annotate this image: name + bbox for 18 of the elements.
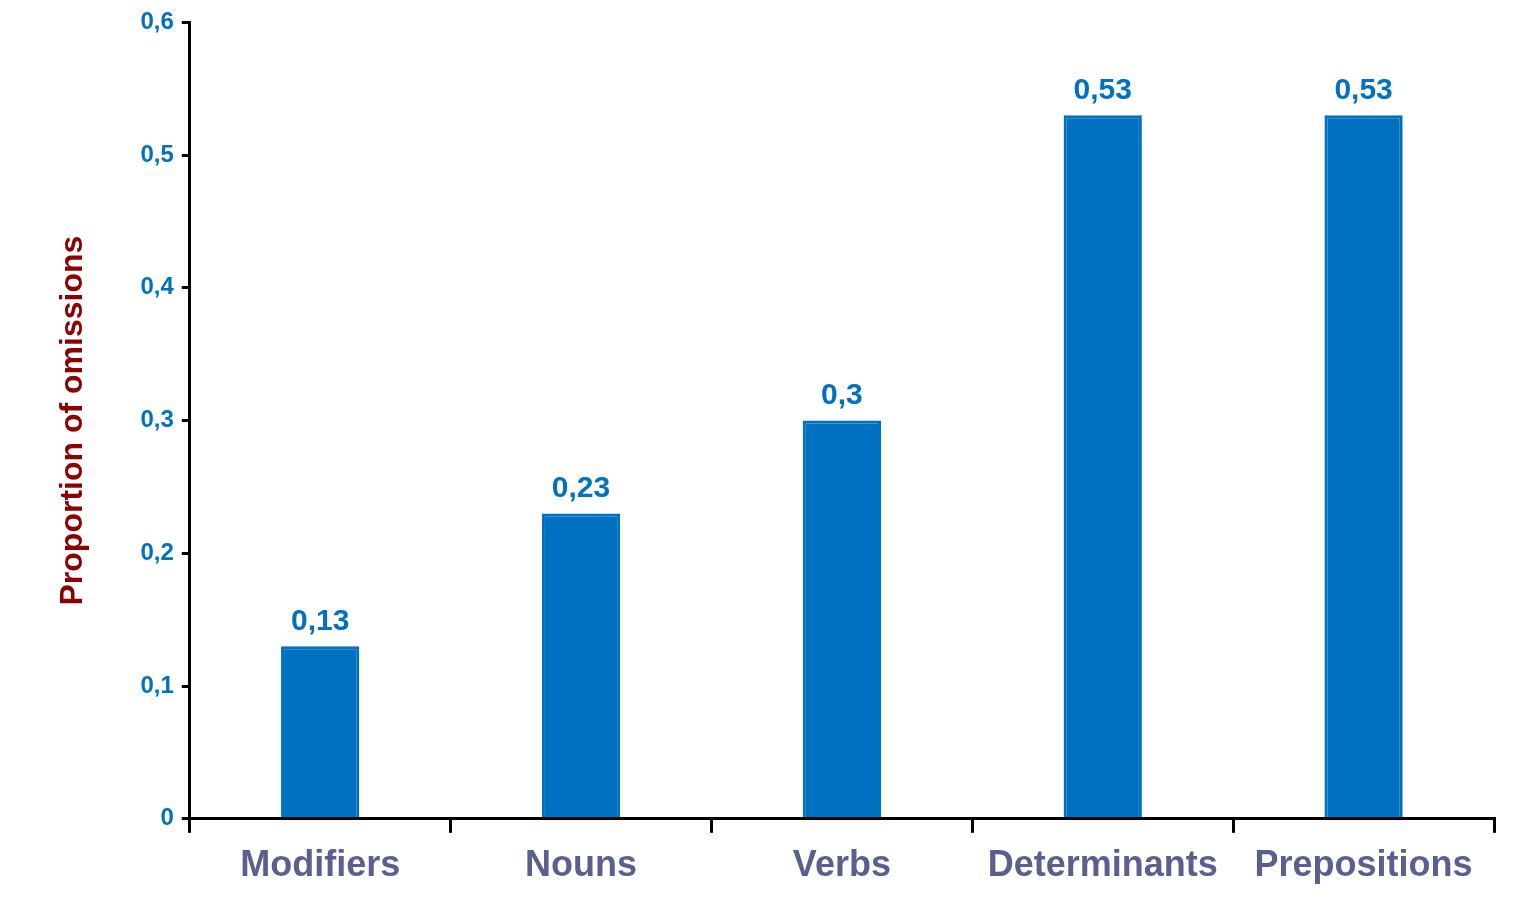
data-label: 0,53 [1073, 71, 1132, 105]
x-tick-label: Verbs [792, 843, 891, 885]
x-tick-label: Determinants [987, 843, 1218, 885]
y-tick-label: 0,2 [140, 537, 174, 565]
y-tick-label: 0,6 [140, 7, 174, 35]
x-tick-label: Nouns [525, 843, 638, 885]
y-tick-label: 0,5 [140, 139, 174, 167]
y-tick-label: 0 [160, 803, 174, 831]
y-tick-label: 0,4 [140, 272, 175, 300]
data-label: 0,23 [551, 469, 611, 503]
x-tick-label: Modifiers [240, 843, 401, 885]
data-label: 0,13 [290, 602, 350, 636]
y-tick-label: 0,3 [140, 405, 174, 433]
data-label: 0,53 [1334, 71, 1393, 105]
data-label: 0,3 [821, 376, 863, 410]
y-tick-label: 0,1 [140, 670, 174, 698]
x-tick-label: Prepositions [1254, 843, 1473, 885]
y-axis-title: Proportion of omissions [53, 235, 90, 606]
